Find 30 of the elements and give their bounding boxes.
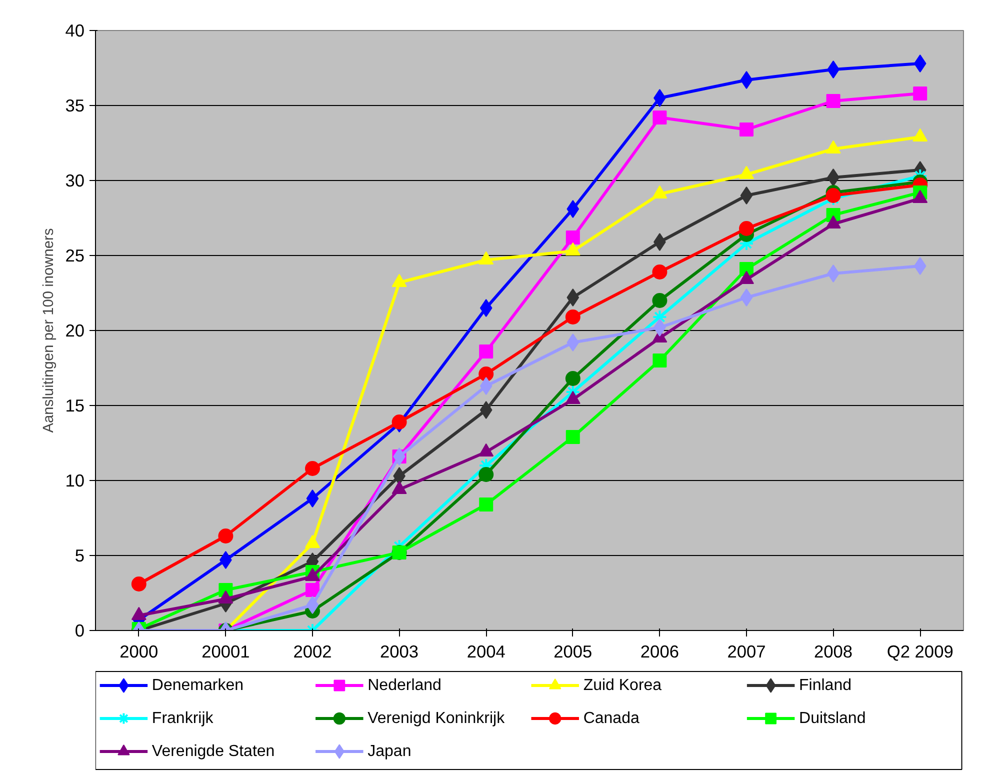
- y-tick-label: 10: [65, 470, 85, 490]
- legend-label: Verenigd Koninkrijk: [368, 710, 506, 727]
- y-tick-label: 15: [65, 396, 85, 416]
- legend-label: Japan: [368, 743, 412, 760]
- y-tick-label: 20: [65, 320, 85, 340]
- legend-label: Canada: [583, 710, 640, 727]
- legend-label: Nederland: [368, 677, 442, 694]
- x-tick-label: 2005: [554, 642, 592, 662]
- legend-label: Frankrijk: [152, 710, 214, 727]
- x-tick-label: 2002: [293, 642, 332, 662]
- y-tick-label: 5: [74, 546, 85, 566]
- x-tick-label: Q2 2009: [886, 642, 954, 662]
- x-tick-label: 2004: [466, 642, 506, 662]
- x-tick-label: 2003: [380, 642, 419, 662]
- y-tick-label: 30: [65, 170, 85, 190]
- x-tick-label: 20001: [202, 642, 250, 662]
- y-tick-label: 0: [74, 620, 85, 640]
- legend-label: Denemarken: [152, 677, 244, 694]
- x-tick-label: 2007: [727, 642, 766, 662]
- y-tick-label: 25: [65, 246, 85, 266]
- legend-label: Finland: [799, 677, 852, 694]
- legend-label: Zuid Korea: [583, 677, 662, 694]
- legend-label: Duitsland: [799, 710, 866, 727]
- x-tick-label: 2000: [120, 642, 158, 662]
- y-axis-title: Aansluitingen per 100 inowners: [41, 228, 58, 433]
- y-tick-label: 35: [65, 96, 85, 116]
- y-tick-label: 40: [65, 20, 85, 40]
- x-tick-label: 2006: [640, 642, 679, 662]
- legend-label: Verenigde Staten: [152, 743, 275, 760]
- x-tick-label: 2008: [814, 642, 853, 662]
